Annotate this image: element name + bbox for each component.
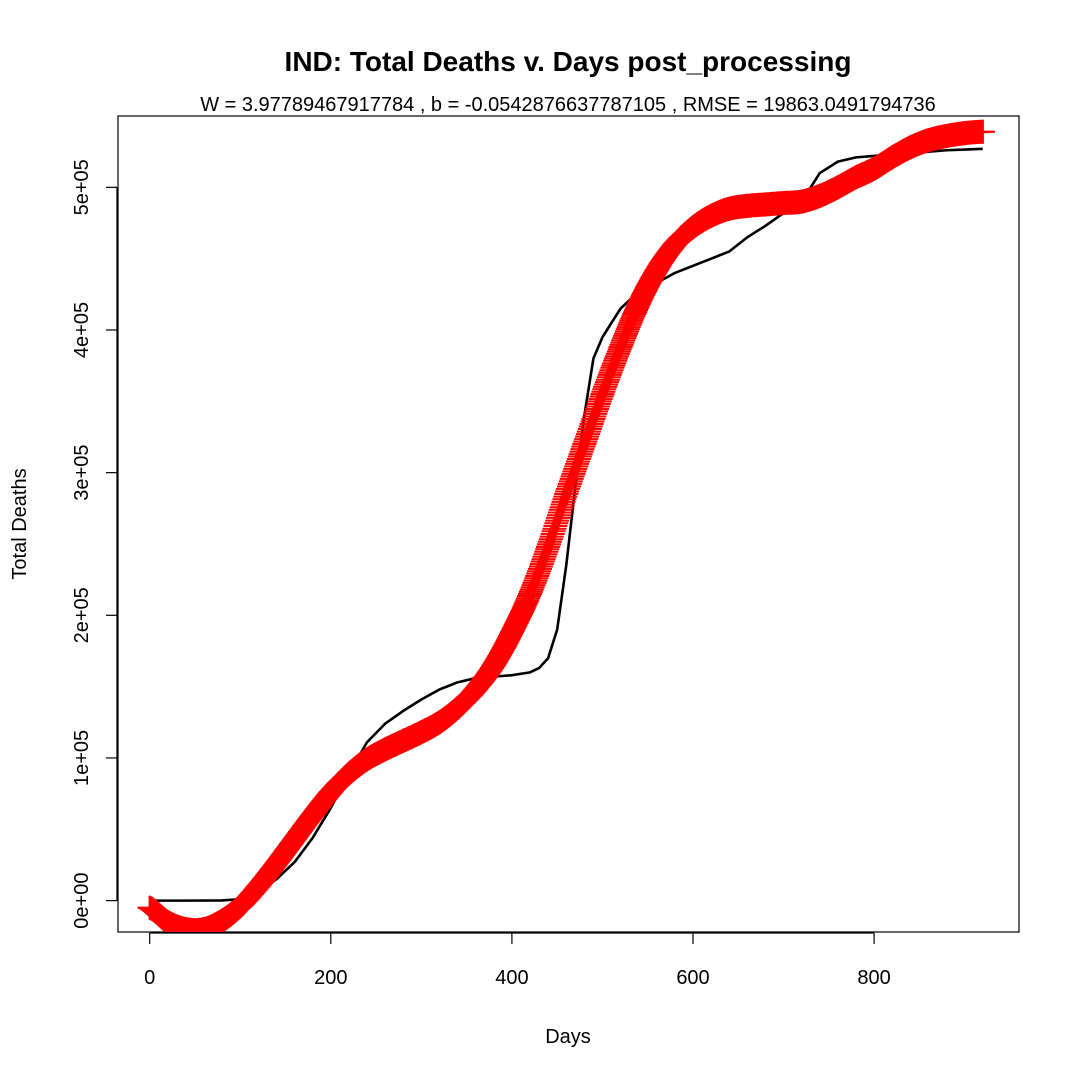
y-tick-label: 2e+05 xyxy=(71,587,93,643)
series-markers-1 xyxy=(137,119,995,932)
chart-title: IND: Total Deaths v. Days post_processin… xyxy=(285,46,852,77)
x-axis: 0 200 400 600 800 xyxy=(144,932,891,989)
chart-subtitle: W = 3.97789467917784 , b = -0.0542876637… xyxy=(200,94,936,116)
series-layer xyxy=(137,119,995,932)
x-tick-label: 200 xyxy=(314,967,347,989)
y-tick-label: 1e+05 xyxy=(71,730,93,786)
x-tick-label: 800 xyxy=(857,967,890,989)
y-tick-label: 5e+05 xyxy=(71,159,93,215)
x-axis-label: Days xyxy=(545,1026,591,1048)
y-tick-label: 4e+05 xyxy=(71,302,93,358)
fitted-markers xyxy=(137,119,995,932)
x-tick-label: 600 xyxy=(676,967,709,989)
plot-area xyxy=(137,119,995,932)
y-tick-label: 3e+05 xyxy=(71,445,93,501)
y-axis: 0e+00 1e+05 2e+05 3e+05 4e+05 5e+05 xyxy=(71,159,118,929)
x-tick-label: 400 xyxy=(495,967,528,989)
x-tick-label: 0 xyxy=(144,967,155,989)
y-tick-label: 0e+00 xyxy=(71,873,93,929)
y-axis-label: Total Deaths xyxy=(9,468,31,579)
plot-frame xyxy=(117,115,1020,933)
